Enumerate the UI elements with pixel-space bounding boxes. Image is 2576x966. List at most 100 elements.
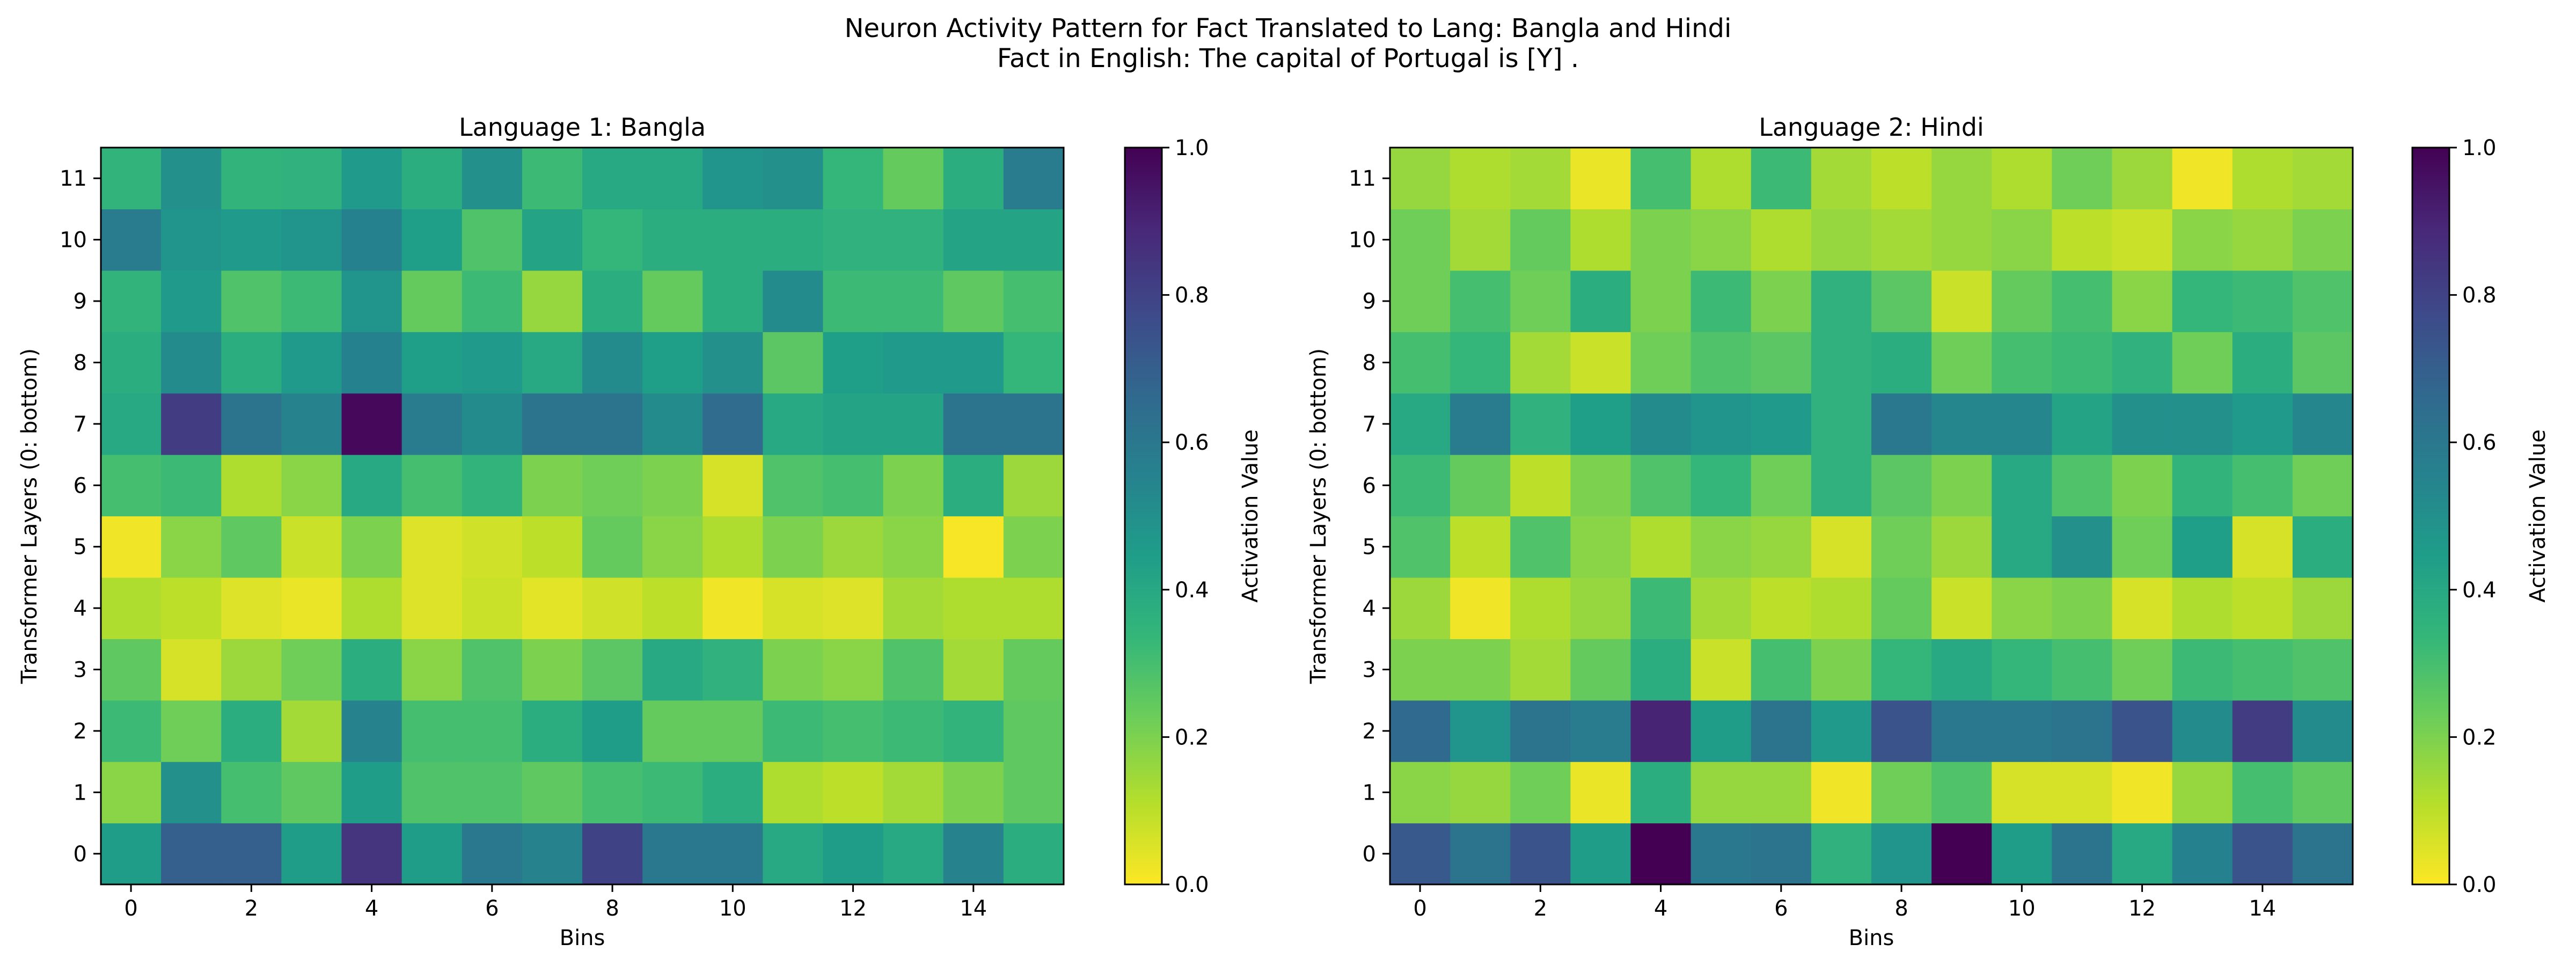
heatmap-cell [1390, 823, 1451, 885]
colorbar-label: Activation Value [2526, 429, 2550, 603]
heatmap-cell [1630, 393, 1692, 455]
heatmap-cell [823, 393, 884, 455]
colorbar [2412, 148, 2449, 884]
x-tick-label: 2 [245, 896, 258, 921]
y-tick-label: 5 [1363, 535, 1376, 560]
heatmap-cell [161, 639, 222, 701]
heatmap-cell [522, 270, 583, 332]
heatmap-cell [2112, 332, 2173, 394]
heatmap-cell [1570, 209, 1631, 271]
heatmap-cell [2112, 577, 2173, 639]
y-tick-label: 9 [1363, 289, 1376, 314]
heatmap-cell [1992, 148, 2052, 210]
heatmap-cell [1992, 455, 2052, 517]
heatmap-cell [2112, 270, 2173, 332]
x-tick-label: 0 [124, 896, 137, 921]
heatmap-cell [582, 639, 643, 701]
heatmap-cell [2172, 270, 2233, 332]
heatmap-cell [1570, 823, 1631, 885]
heatmap-cell [462, 270, 523, 332]
heatmap-cell [221, 577, 282, 639]
heatmap-cell [462, 209, 523, 271]
heatmap-cell [1390, 332, 1451, 394]
heatmap-cell [2232, 639, 2293, 701]
heatmap-cell [161, 148, 222, 210]
heatmap-cell [221, 209, 282, 271]
colorbar-tick-label: 0.2 [2462, 725, 2497, 750]
heatmap-cell [1931, 209, 1992, 271]
heatmap-cell [2052, 393, 2113, 455]
heatmap-cell [702, 393, 763, 455]
x-tick-label: 10 [2008, 896, 2036, 921]
heatmap-cell [2172, 332, 2233, 394]
heatmap-cell [642, 209, 703, 271]
heatmap-cell [823, 516, 884, 578]
heatmap-cell [1450, 700, 1511, 762]
panel-title: Language 1: Bangla [459, 113, 706, 142]
heatmap-cell [763, 577, 824, 639]
heatmap-cell [2172, 148, 2233, 210]
heatmap-cell [341, 516, 402, 578]
heatmap-cell [401, 455, 463, 517]
y-tick-label: 9 [74, 289, 87, 314]
heatmap-cell [401, 577, 463, 639]
y-tick-label: 3 [1363, 658, 1376, 683]
colorbar-tick-label: 1.0 [2462, 136, 2497, 160]
heatmap-cell [1871, 332, 1932, 394]
heatmap-cell [1570, 148, 1631, 210]
heatmap-cell [101, 516, 162, 578]
heatmap-cell [702, 455, 763, 517]
y-tick-label: 6 [1363, 473, 1376, 498]
heatmap-cell [642, 577, 703, 639]
heatmap-cell [883, 762, 944, 824]
heatmap-cell [763, 148, 824, 210]
heatmap-cell [1931, 393, 1992, 455]
heatmap-cell [642, 823, 703, 885]
heatmap-cell [1390, 270, 1451, 332]
heatmap-cell [1630, 577, 1692, 639]
heatmap-cell [161, 209, 222, 271]
heatmap-cell [341, 209, 402, 271]
heatmap-cell [1811, 577, 1872, 639]
heatmap-cell [582, 393, 643, 455]
heatmap-cell [2172, 639, 2233, 701]
heatmap-cell [2172, 516, 2233, 578]
heatmap-cell [1931, 455, 1992, 517]
heatmap-cell [1390, 393, 1451, 455]
heatmap-cell [1811, 393, 1872, 455]
heatmap-cell [1630, 823, 1692, 885]
heatmap-cell [823, 209, 884, 271]
heatmap-cell [281, 270, 342, 332]
heatmap-cell [1003, 516, 1064, 578]
heatmap-cell [101, 393, 162, 455]
heatmap-cell [522, 577, 583, 639]
heatmap-cell [1811, 148, 1872, 210]
heatmap-cell [823, 270, 884, 332]
heatmap-cell [281, 639, 342, 701]
heatmap-cell [1871, 270, 1932, 332]
heatmap-cell [401, 700, 463, 762]
heatmap-cell [1450, 762, 1511, 824]
heatmap-cell [101, 639, 162, 701]
heatmap-cell [1992, 209, 2052, 271]
heatmap-cell [702, 209, 763, 271]
heatmap-cell [582, 700, 643, 762]
heatmap-cell [1510, 455, 1571, 517]
heatmap-cell [161, 393, 222, 455]
heatmap-cell [2112, 762, 2173, 824]
heatmap-cell [943, 516, 1004, 578]
heatmap-cell [522, 455, 583, 517]
heatmap-cell [943, 148, 1004, 210]
heatmap-cell [281, 393, 342, 455]
heatmap-cell [1450, 455, 1511, 517]
heatmap-cell [763, 332, 824, 394]
heatmap-cell [1570, 393, 1631, 455]
colorbar-tick-label: 0.0 [2462, 873, 2497, 897]
colorbar-tick-label: 0.4 [2462, 578, 2497, 603]
heatmap-cell [101, 332, 162, 394]
heatmap-cell [2052, 823, 2113, 885]
heatmap-cell [1390, 148, 1451, 210]
heatmap-cell [1931, 516, 1992, 578]
heatmap-cell [161, 332, 222, 394]
